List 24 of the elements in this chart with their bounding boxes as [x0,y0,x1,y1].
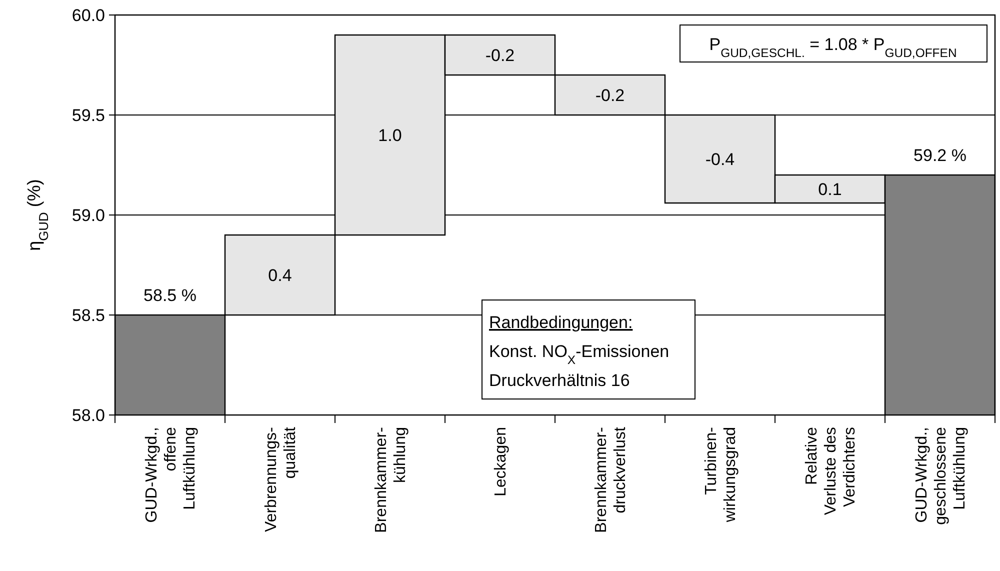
x-tick-label: Relative Verluste des Verdichters [804,426,859,516]
y-tick-label: 58.0 [72,406,105,425]
data-label: 0.1 [818,180,842,199]
x-tick-label: GUD-Wrkgd., geschlossene Luftkühlung [914,426,969,525]
y-tick-label: 59.0 [72,206,105,225]
x-tick-label: Verbrennungs- qualität [263,426,300,532]
x-tick-label: GUD-Wrkgd., offene Luftkühlung [144,426,199,523]
data-label: -0.2 [595,86,625,105]
y-tick-label: 60.0 [72,6,105,25]
data-label: 59.2 % [914,146,966,165]
data-label: 0.4 [268,266,292,285]
x-tick-label: Leckagen [492,427,510,496]
data-label: -0.4 [705,150,735,169]
x-tick-label: Brennkammer- druckverlust [593,426,630,533]
data-label: 58.5 % [144,286,196,305]
annotation: Druckverhältnis 16 [489,371,630,390]
y-tick-label: 58.5 [72,306,105,325]
data-label: 1.0 [378,126,402,145]
y-tick-label: 59.5 [72,106,105,125]
annotation: P$_{GUD,GESCHL.}$ = 1.08 * P$_{GUD,OFFEN}$ [709,34,957,60]
x-tick-label: Brennkammer- kühlung [373,427,410,533]
annotation: Konst. NO$_{X}$-Emissionen [489,342,670,367]
annotation: Randbedingungen: [489,313,633,332]
data-label: -0.2 [485,46,515,65]
